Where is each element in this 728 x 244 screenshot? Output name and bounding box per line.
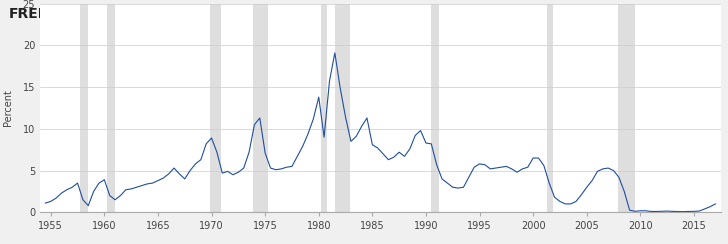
Text: FRED: FRED	[9, 7, 50, 21]
Text: ⛶: ⛶	[713, 9, 719, 19]
Bar	[335, 4, 350, 212]
Bar	[431, 4, 439, 212]
Bar	[547, 4, 553, 212]
Bar	[80, 4, 88, 212]
Bar	[210, 4, 221, 212]
Bar	[618, 4, 635, 212]
Bar	[107, 4, 115, 212]
Text: —  Effective Federal Funds Rate: — Effective Federal Funds Rate	[69, 9, 234, 19]
Bar	[253, 4, 268, 212]
Y-axis label: Percent: Percent	[3, 90, 13, 126]
Bar	[322, 4, 327, 212]
